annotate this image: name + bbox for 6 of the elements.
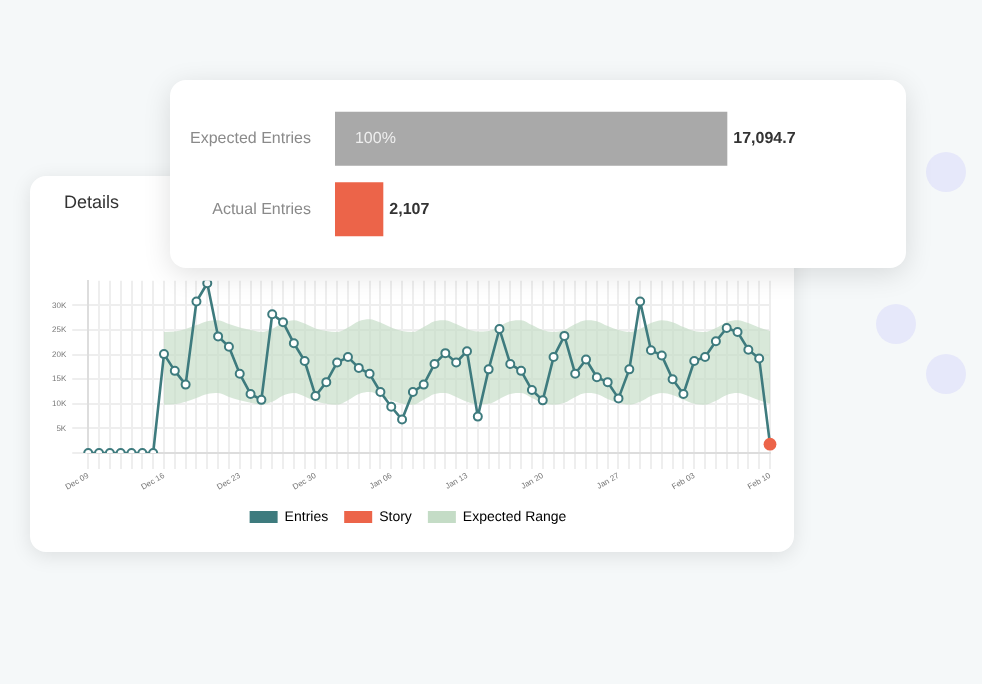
chart-title: Details xyxy=(64,192,120,212)
data-label: 17,094.7 xyxy=(733,129,797,148)
annotation: 100% xyxy=(354,129,396,148)
y-tick-label: Actual Entries xyxy=(212,199,311,218)
y-tick-label: Expected Entries xyxy=(189,129,311,148)
data-label: 2,107 xyxy=(389,199,431,218)
